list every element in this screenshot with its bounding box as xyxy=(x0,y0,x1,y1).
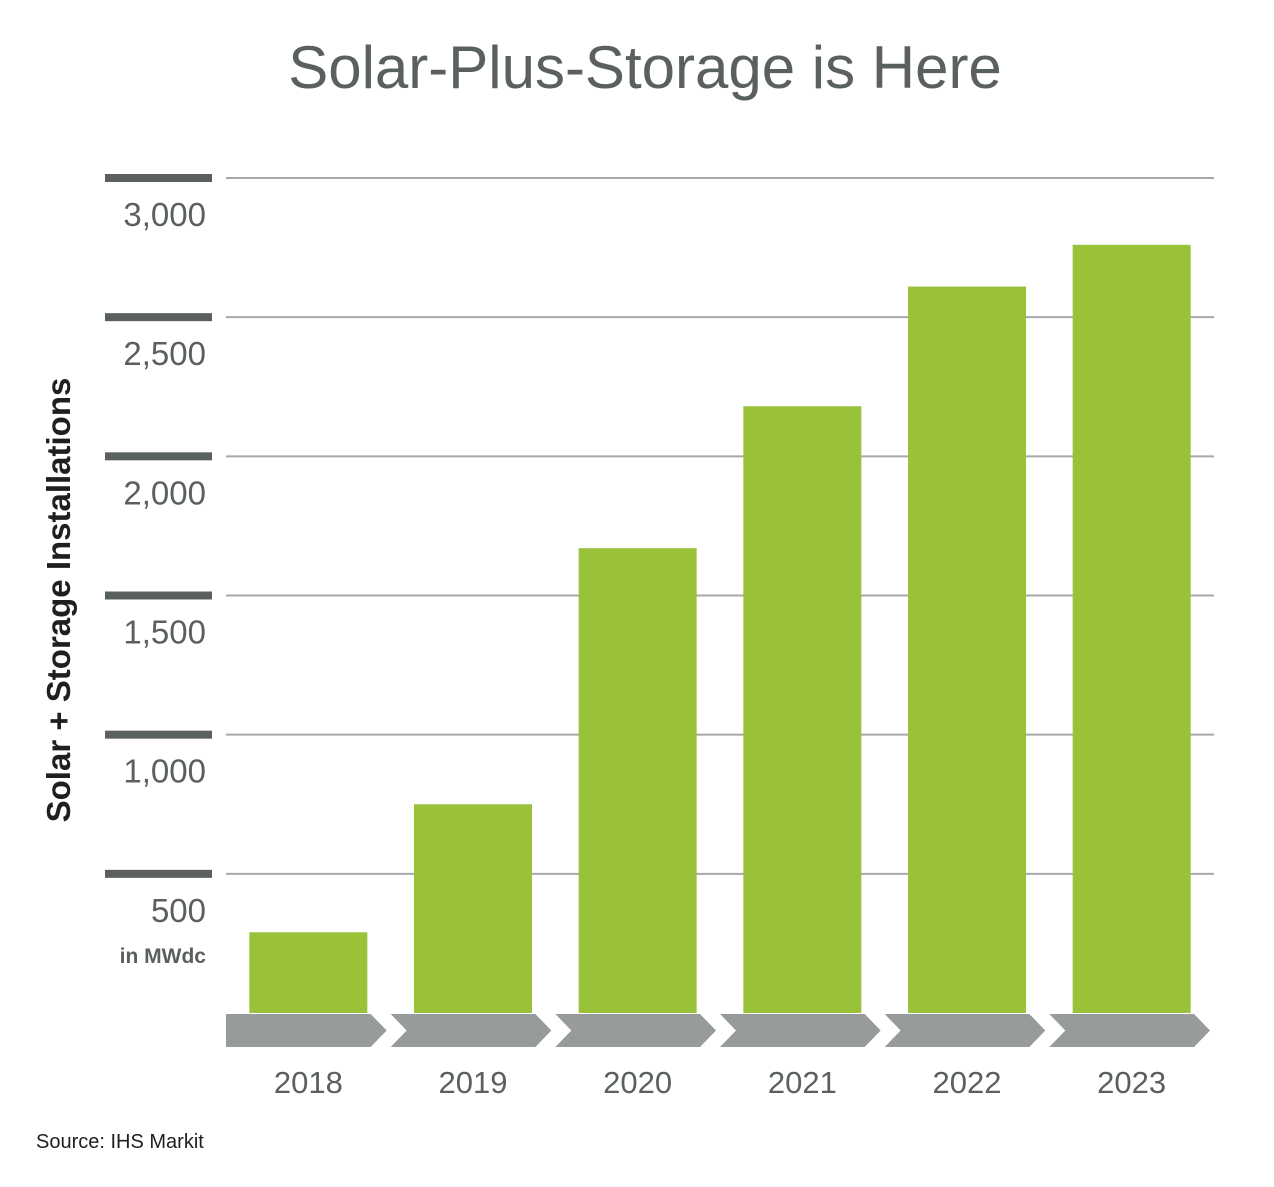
unit-label: in MWdc xyxy=(120,945,207,968)
chart-title: Solar-Plus-Storage is Here xyxy=(288,34,1002,101)
y-tick-label: 3,000 xyxy=(123,196,206,233)
y-tick-label: 2,000 xyxy=(123,474,206,511)
y-tick-mark xyxy=(105,313,212,322)
y-tick-mark xyxy=(105,869,212,878)
y-axis-ticks: 500 1,000 1,500 2,000 2,500 3,000 xyxy=(105,174,212,929)
y-axis-label: Solar + Storage Installations xyxy=(40,378,77,823)
y-tick-mark xyxy=(105,174,212,182)
bar-2022 xyxy=(908,286,1026,1013)
bar-2020 xyxy=(578,548,697,1013)
arrow-2018 xyxy=(226,1014,387,1047)
x-tick-label: 2021 xyxy=(768,1065,837,1100)
x-tick-label: 2022 xyxy=(933,1065,1002,1100)
arrow-2022 xyxy=(884,1014,1046,1047)
bar-2021 xyxy=(743,406,862,1013)
x-tick-label: 2020 xyxy=(603,1065,672,1100)
x-axis-labels: 2018 2019 2020 2021 2022 2023 xyxy=(274,1065,1166,1100)
bar-2019 xyxy=(414,804,532,1013)
bar-2018 xyxy=(249,932,368,1013)
gridlines xyxy=(226,177,1214,875)
x-tick-label: 2018 xyxy=(274,1065,343,1100)
source-note: Source: IHS Markit xyxy=(36,1131,204,1153)
y-tick-mark xyxy=(105,452,212,461)
x-tick-label: 2019 xyxy=(439,1065,508,1100)
y-tick-label: 2,500 xyxy=(123,335,206,372)
arrow-2020 xyxy=(555,1014,716,1047)
y-tick-mark xyxy=(105,730,212,739)
y-tick-label: 1,000 xyxy=(123,753,206,790)
arrow-2023 xyxy=(1049,1014,1210,1047)
arrow-2021 xyxy=(720,1014,881,1047)
bar-2023 xyxy=(1072,244,1191,1014)
arrow-2019 xyxy=(390,1014,552,1047)
y-tick-label: 500 xyxy=(151,892,206,929)
x-tick-label: 2023 xyxy=(1097,1065,1166,1100)
category-arrows xyxy=(226,1014,1210,1047)
y-tick-mark xyxy=(105,591,212,600)
bars xyxy=(249,244,1191,1014)
y-tick-label: 1,500 xyxy=(123,614,206,651)
